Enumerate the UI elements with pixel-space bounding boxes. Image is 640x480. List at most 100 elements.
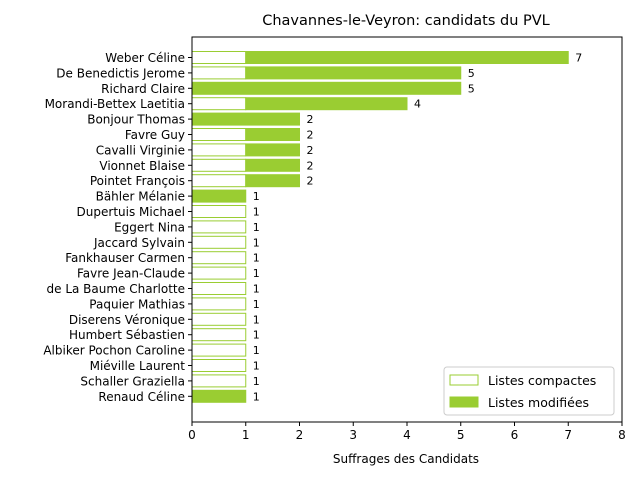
x-tick-label: 6 [511, 428, 519, 442]
y-tick-label: Renaud Céline [98, 390, 185, 404]
bar-compactes [191, 143, 247, 157]
bar-compactes [191, 158, 247, 172]
bar-compactes [191, 251, 247, 265]
x-tick-label: 2 [296, 428, 304, 442]
x-tick-label: 1 [242, 428, 250, 442]
data-labels: 7 5 5 4 2 2 2 2 2 1 1 1 1 1 1 1 1 1 1 1 1 1 1 [253, 52, 583, 404]
plot-frame [191, 36, 623, 423]
y-tick-label: de La Baume Charlotte [47, 282, 186, 296]
data-label: 4 [414, 98, 421, 111]
data-label: 1 [253, 313, 260, 326]
bar-compactes [191, 51, 247, 64]
bar-compactes [191, 282, 247, 295]
bar-compactes [191, 343, 247, 357]
x-tick-label: 7 [564, 428, 572, 442]
y-tick-label: Vionnet Blaise [99, 159, 185, 173]
bar-modifiees [191, 189, 247, 203]
data-label: 1 [253, 283, 260, 296]
legend-label-modifiees: Listes modifiées [488, 395, 589, 410]
data-label: 2 [307, 144, 314, 157]
bar-compactes [191, 174, 247, 188]
y-tick-label: Pointet François [90, 174, 185, 188]
bar-compactes [191, 66, 247, 80]
bar-modifiees [191, 389, 247, 403]
y-tick-label: Richard Claire [101, 82, 185, 96]
data-label: 2 [307, 175, 314, 188]
legend-swatch-modifiees [449, 396, 479, 408]
x-tick-label: 3 [349, 428, 357, 442]
data-label: 1 [253, 221, 260, 234]
bar-compactes [191, 128, 247, 141]
bar-compactes [191, 205, 247, 218]
legend-label-compactes: Listes compactes [488, 373, 596, 388]
y-tick-label: Miéville Laurent [90, 359, 186, 373]
data-label: 1 [253, 390, 260, 403]
data-label: 1 [253, 206, 260, 219]
y-tick-label: Cavalli Virginie [96, 143, 185, 157]
data-label: 1 [253, 190, 260, 203]
bar-compactes [191, 220, 247, 234]
legend: Listes compactes Listes modifiées [443, 366, 615, 416]
bar-modifiees [245, 158, 300, 172]
y-tick-label: Paquier Mathias [89, 297, 185, 311]
bars-group [191, 51, 569, 403]
y-tick-label: Bonjour Thomas [87, 113, 185, 127]
bar-compactes [191, 312, 247, 326]
y-tick-label: Schaller Graziella [80, 374, 185, 388]
bar-compactes [191, 297, 247, 311]
x-tick-label: 0 [188, 428, 196, 442]
data-label: 5 [468, 67, 475, 80]
chart-title: Chavannes-le-Veyron: candidats du PVL [262, 13, 550, 29]
bar-modifiees [245, 66, 462, 80]
bar-modifiees [245, 174, 300, 188]
bar-modifiees [191, 81, 462, 95]
bar-modifiees [245, 128, 300, 141]
bar-modifiees [245, 97, 408, 111]
data-label: 1 [253, 298, 260, 311]
bar-modifiees [245, 143, 300, 157]
bar-compactes [191, 328, 247, 342]
y-tick-label: Bähler Mélanie [96, 190, 185, 204]
data-label: 1 [253, 344, 260, 357]
y-tick-label: Humbert Sébastien [69, 328, 185, 342]
bar-modifiees [245, 51, 569, 64]
bar-compactes [191, 359, 247, 372]
y-tick-label: Weber Céline [105, 51, 185, 65]
y-tick-label: De Benedictis Jerome [56, 66, 185, 80]
x-tick-label: 8 [618, 428, 626, 442]
data-label: 1 [253, 267, 260, 280]
x-axis-title: Suffrages des Candidats [333, 452, 479, 466]
bar-compactes [191, 374, 247, 388]
bar-compactes [191, 235, 247, 249]
y-tick-label: Favre Jean-Claude [77, 267, 185, 281]
data-label: 1 [253, 252, 260, 265]
x-tick-label: 4 [403, 428, 411, 442]
y-tick-label: Eggert Nina [114, 220, 185, 234]
data-label: 7 [575, 52, 582, 65]
data-label: 1 [253, 329, 260, 342]
data-label: 2 [307, 129, 314, 142]
data-label: 5 [468, 82, 475, 95]
y-tick-label: Favre Guy [125, 128, 185, 142]
y-tick-label: Dupertuis Michael [77, 205, 185, 219]
data-label: 1 [253, 375, 260, 388]
y-tick-label: Fankhauser Carmen [65, 251, 185, 265]
data-label: 2 [307, 159, 314, 172]
legend-swatch-compactes [449, 374, 479, 386]
bar-modifiees [191, 112, 300, 126]
data-label: 1 [253, 236, 260, 249]
y-tick-label: Albiker Pochon Caroline [43, 344, 185, 358]
bar-compactes [191, 97, 247, 111]
bar-compactes [191, 266, 247, 280]
data-label: 1 [253, 360, 260, 373]
data-label: 2 [307, 113, 314, 126]
legend-box [443, 366, 615, 416]
y-tick-label: Jaccard Sylvain [93, 236, 185, 250]
x-tick-label: 5 [457, 428, 465, 442]
y-tick-label: Diserens Véronique [69, 313, 185, 327]
y-tick-label: Morandi-Bettex Laetitia [45, 97, 185, 111]
x-axis-ticks: 0 1 2 3 4 5 6 7 8 [188, 422, 626, 442]
